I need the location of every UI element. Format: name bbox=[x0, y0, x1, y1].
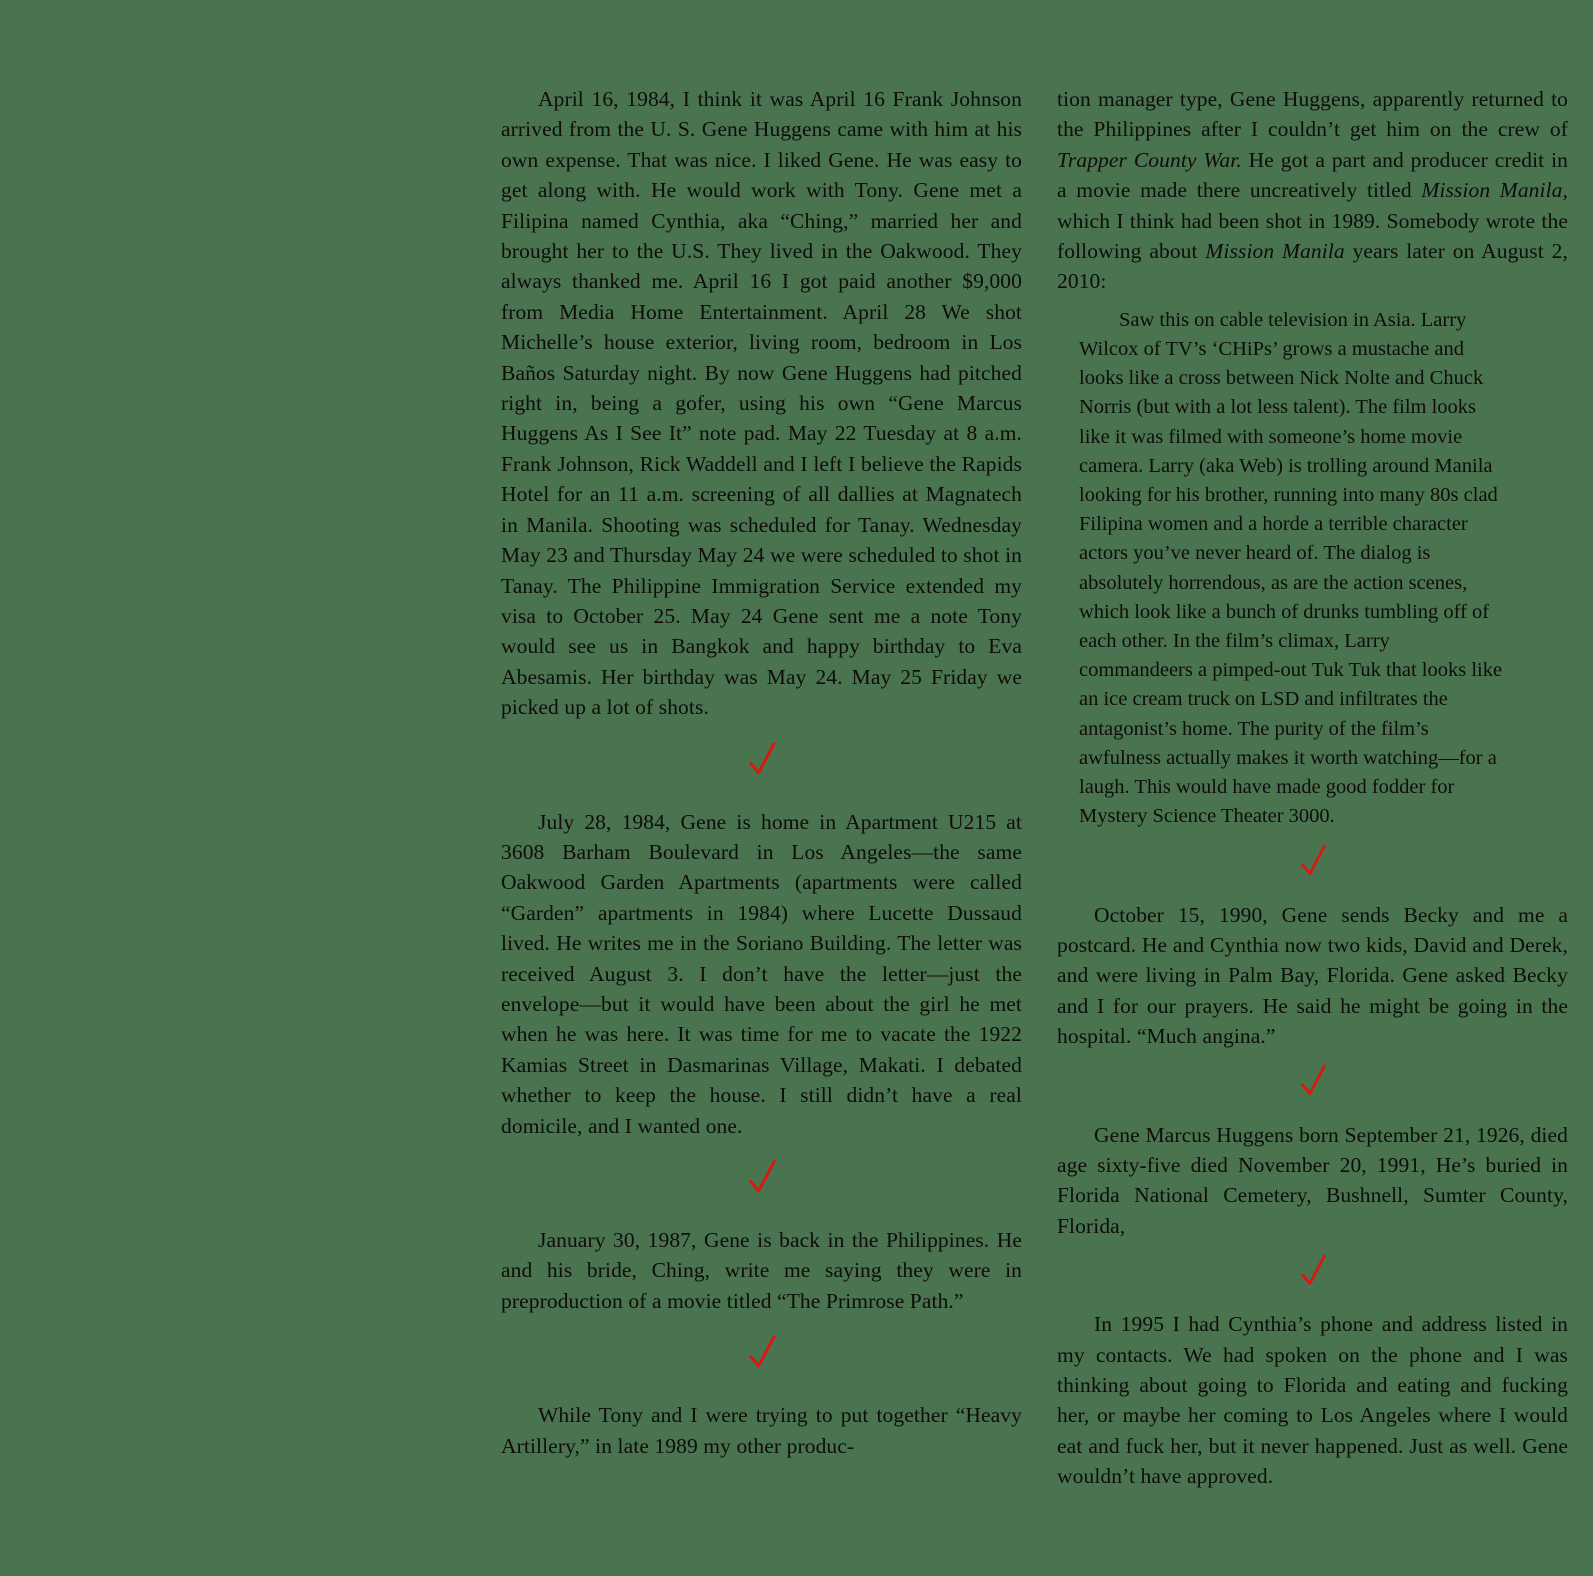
right-column: tion manager type, Gene Huggens, apparen… bbox=[1057, 84, 1568, 1492]
mission-manila-review-quote: Saw this on cable television in Asia. La… bbox=[1079, 308, 1503, 828]
left-column: April 16, 1984, I think it was April 16 … bbox=[501, 84, 1022, 1461]
checkmark-icon bbox=[1300, 1254, 1326, 1285]
checkmark-icon bbox=[1300, 1064, 1326, 1095]
paragraph-july-28-1984: July 28, 1984, Gene is home in Apartment… bbox=[501, 809, 1022, 1138]
paragraph-october-15-1990: October 15, 1990, Gene sends Becky and m… bbox=[1057, 902, 1568, 1049]
red-checkmark-ornament bbox=[1057, 1251, 1568, 1289]
paragraph-while-tony: While Tony and I were trying to put toge… bbox=[501, 1403, 1022, 1458]
red-checkmark-ornament bbox=[1057, 842, 1568, 880]
checkmark-icon bbox=[748, 1335, 776, 1368]
paragraph-production-manager-continuation: tion manager type, Gene Huggens, apparen… bbox=[1057, 87, 1568, 294]
red-checkmark-ornament bbox=[501, 737, 1022, 781]
paragraph-april-16-1984: April 16, 1984, I think it was April 16 … bbox=[501, 87, 1022, 720]
red-checkmark-ornament bbox=[1057, 1062, 1568, 1100]
checkmark-icon bbox=[748, 1160, 776, 1193]
checkmark-icon bbox=[1300, 844, 1326, 875]
red-checkmark-ornament bbox=[501, 1155, 1022, 1199]
paragraph-gene-huggens-obituary: Gene Marcus Huggens born September 21, 1… bbox=[1057, 1122, 1568, 1238]
paragraph-january-30-1987: January 30, 1987, Gene is back in the Ph… bbox=[501, 1228, 1022, 1313]
paragraph-in-1995: In 1995 I had Cynthia’s phone and addres… bbox=[1057, 1312, 1568, 1489]
red-checkmark-ornament bbox=[501, 1330, 1022, 1374]
checkmark-icon bbox=[748, 741, 776, 774]
